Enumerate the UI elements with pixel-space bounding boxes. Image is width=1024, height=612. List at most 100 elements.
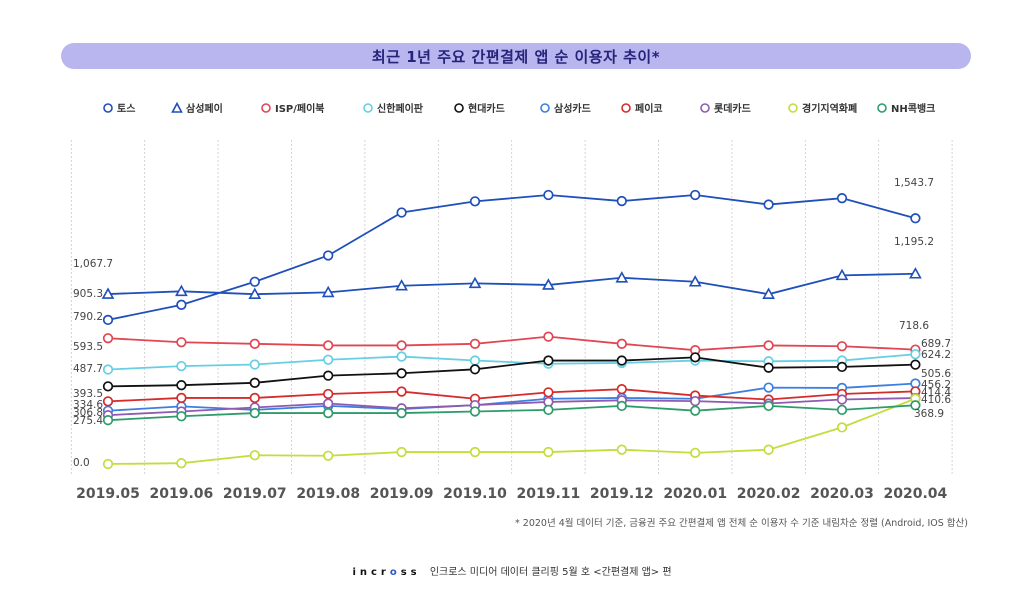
- legend-marker: [261, 103, 271, 113]
- data-label: 905.3: [73, 288, 103, 300]
- data-point: [836, 341, 848, 352]
- data-point: [248, 287, 262, 299]
- x-tick-label: 2019.06: [150, 486, 214, 502]
- legend-label: 경기지역화폐: [802, 102, 857, 115]
- data-point: [249, 407, 260, 419]
- legend-marker: [454, 103, 464, 113]
- legend-marker: [877, 103, 887, 113]
- data-point: [102, 333, 114, 344]
- data-point: [910, 349, 921, 360]
- x-tick-label: 2020.03: [810, 486, 874, 502]
- data-point: [690, 405, 701, 416]
- data-point: [323, 407, 334, 419]
- data-point: [396, 407, 407, 419]
- legend-item: 토스: [103, 103, 135, 115]
- data-point: [102, 396, 114, 407]
- data-point: [101, 287, 115, 299]
- data-point: [396, 446, 407, 458]
- data-point: [910, 213, 921, 224]
- legend-marker: [103, 103, 113, 113]
- data-point: [323, 398, 334, 409]
- data-point: [102, 381, 114, 392]
- brand-logo: incross: [352, 567, 421, 578]
- data-point: [249, 450, 260, 461]
- legend-label: 현대카드: [468, 102, 505, 115]
- data-label: 410.6: [921, 394, 951, 406]
- series-line: [107, 272, 916, 296]
- data-point: [836, 404, 848, 416]
- data-point: [249, 392, 260, 404]
- data-point: [469, 355, 481, 366]
- data-point: [176, 380, 187, 391]
- data-point: [102, 458, 114, 470]
- data-point: [396, 351, 407, 362]
- data-label: 718.6: [899, 320, 929, 332]
- data-point: [176, 360, 187, 372]
- data-point: [102, 314, 114, 326]
- data-point: [543, 387, 554, 398]
- data-point: [543, 189, 554, 201]
- data-point: [469, 406, 481, 417]
- legend-item: 신한페이판: [363, 102, 424, 115]
- legend-marker: [171, 101, 183, 113]
- data-point: [688, 275, 702, 287]
- series-line: [107, 388, 916, 403]
- data-point: [323, 450, 334, 461]
- legend-label: ISP/페이북: [275, 102, 325, 115]
- data-point: [836, 422, 848, 433]
- data-point: [542, 278, 555, 290]
- data-point: [543, 446, 554, 458]
- data-label: 790.2: [73, 311, 103, 323]
- data-label: 593.5: [73, 341, 103, 353]
- data-point: [176, 411, 187, 422]
- data-label: 689.7: [921, 338, 951, 350]
- data-point: [690, 447, 701, 459]
- legend-label: 페이코: [635, 102, 663, 115]
- data-point: [616, 195, 627, 207]
- data-label: 275.4: [73, 415, 103, 427]
- legend-item: 삼성카드: [540, 102, 591, 115]
- data-point: [543, 404, 554, 416]
- legend-item: 경기지역화폐: [788, 102, 857, 115]
- data-point: [910, 359, 921, 370]
- x-tick-label: 2019.08: [296, 486, 360, 502]
- data-label: 306.8: [73, 407, 103, 419]
- data-point: [763, 444, 774, 455]
- data-point: [690, 189, 701, 201]
- credit-line: incross 인크로스 미디어 데이터 클리핑 5월 호 <간편결제 앱> 편: [0, 563, 1024, 578]
- data-point: [176, 392, 187, 404]
- data-label: 1,195.2: [894, 236, 934, 248]
- data-point: [690, 352, 701, 363]
- legend-item: 삼성페이: [171, 101, 223, 115]
- legend: 토스 삼성페이 ISP/페이북 신한페이판 현대카드 삼성카드 페이코 롯데카드 경기지역화폐 N…: [103, 101, 935, 115]
- data-point: [616, 355, 627, 366]
- legend-marker: [788, 103, 798, 113]
- data-point: [763, 362, 774, 373]
- data-point: [176, 458, 187, 469]
- data-point: [249, 359, 260, 370]
- data-point: [543, 355, 554, 366]
- legend-marker: [540, 103, 550, 113]
- data-point: [615, 271, 629, 283]
- data-point: [616, 384, 627, 395]
- data-label: 1,543.7: [894, 177, 934, 189]
- data-point: [175, 284, 188, 297]
- data-point: [690, 395, 701, 407]
- data-point: [396, 340, 407, 351]
- data-point: [323, 370, 334, 381]
- x-tick-label: 2020.02: [737, 486, 801, 502]
- data-point: [176, 337, 187, 348]
- data-point: [395, 279, 408, 291]
- data-point: [321, 285, 335, 298]
- data-point: [836, 361, 848, 373]
- data-point: [249, 377, 260, 388]
- legend-item: NH콕뱅크: [877, 102, 935, 115]
- series-line: [107, 194, 916, 321]
- data-label: 456.2: [921, 379, 951, 391]
- footnote: * 2020년 4월 데이터 기준, 금융권 주요 간편결제 앱 전체 순 이용…: [515, 518, 968, 529]
- data-point: [616, 400, 627, 412]
- legend-label: 롯데카드: [714, 102, 751, 115]
- data-point: [616, 338, 627, 349]
- data-point: [249, 338, 260, 349]
- x-tick-label: 2019.11: [517, 486, 581, 502]
